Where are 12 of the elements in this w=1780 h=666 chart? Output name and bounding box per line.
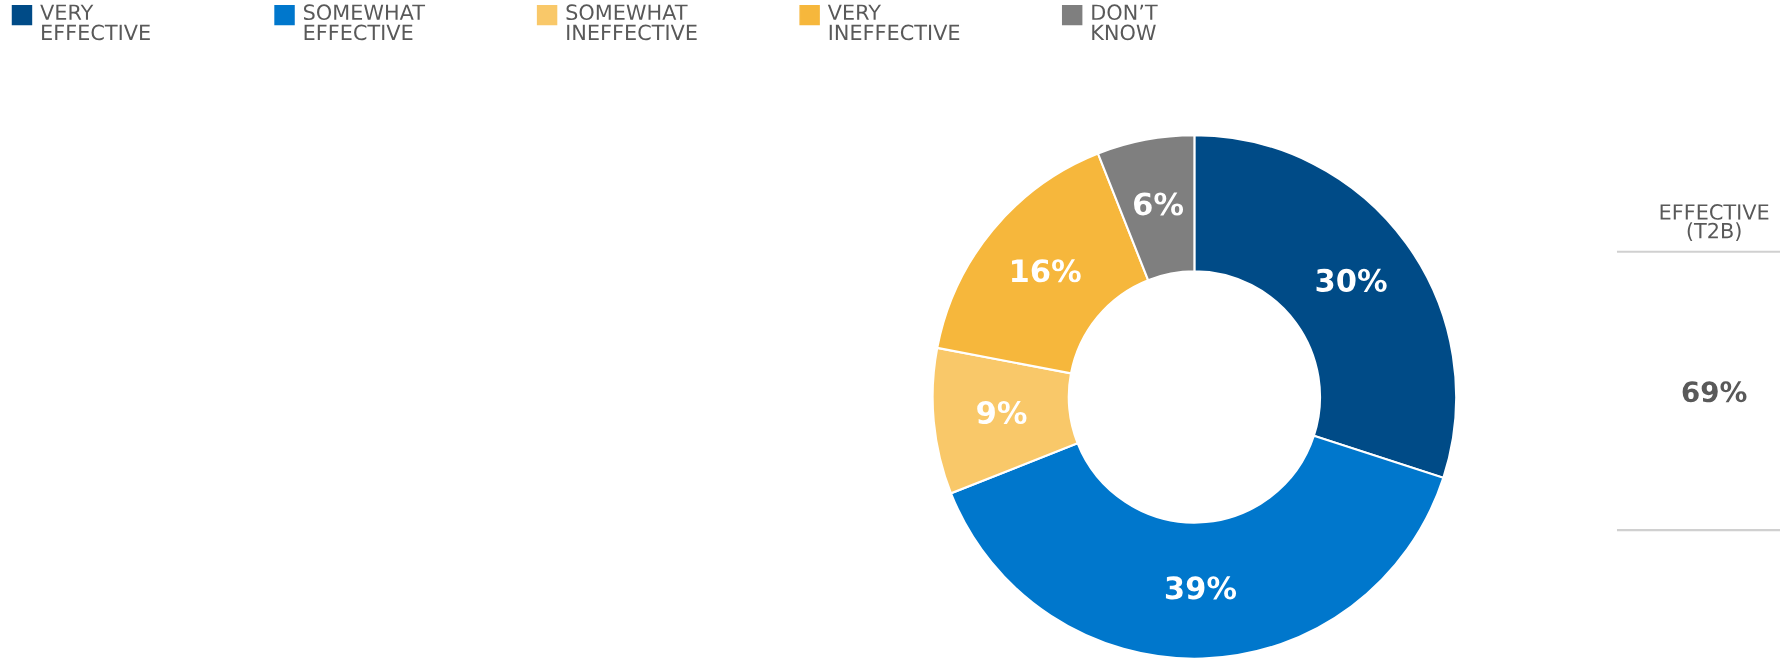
data-label: 16% [1012, 259, 1081, 283]
legend-label: VERY EFFECTIVE [40, 4, 150, 41]
text: 69% [1682, 381, 1747, 403]
data-label: 6% [1134, 192, 1184, 216]
legend-label: VERY INEFFECTIVE [827, 4, 960, 41]
legend-label: SOMEWHAT INEFFECTIVE [566, 4, 697, 41]
data-label: 39% [1165, 576, 1237, 600]
legend-label: SOMEWHAT EFFECTIVE [303, 4, 426, 41]
data-label: 30% [1316, 268, 1387, 292]
legend-label: DON’T KNOW [1092, 4, 1158, 41]
text: EFFECTIVE (T2B) [1660, 204, 1769, 241]
data-label: 9% [977, 400, 1027, 425]
